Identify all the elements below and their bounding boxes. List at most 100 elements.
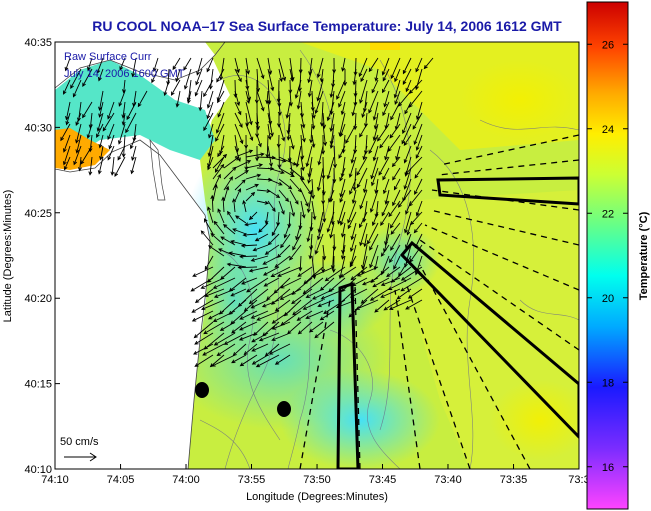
current-vector [274,255,291,268]
current-vector [362,145,368,161]
current-vector [405,299,423,310]
current-vector [86,123,93,139]
current-vector [221,196,226,213]
current-vector [412,112,423,130]
current-vector [175,68,181,83]
scale-arrow [64,452,97,462]
colorbar-tick-label: 26 [602,39,614,51]
current-vector [391,156,401,168]
current-vector [248,266,269,273]
current-vector [339,123,346,138]
current-vector [300,112,306,129]
current-vector [370,156,379,180]
current-vector [202,343,225,356]
current-vector [234,160,252,169]
current-vector [75,134,82,154]
current-vector [289,244,302,261]
current-vector [359,123,368,138]
current-vector [208,123,214,139]
current-vector [234,187,242,202]
current-vector [311,134,316,149]
overlay-line-1: Raw Surface Curr [64,51,152,63]
current-vector [62,145,71,166]
current-vector [394,90,401,106]
sst-field [55,42,579,469]
current-vector [207,134,214,158]
current-vector [393,178,401,191]
current-vector [183,68,192,90]
current-vector [415,145,423,159]
current-vector [326,156,335,180]
current-vector [339,189,346,203]
current-vector [213,288,236,298]
current-vector [314,90,324,115]
current-vector [380,288,401,298]
current-vector [246,277,269,293]
current-vector [382,101,390,117]
current-vector [256,310,280,321]
current-vector [263,277,280,287]
current-vector [416,101,423,121]
current-vector [82,101,93,119]
current-vector [110,156,115,176]
current-vector [328,189,335,203]
current-vector [251,354,269,365]
current-vector [356,156,368,176]
current-vector [359,79,368,104]
current-vector [355,299,379,310]
colorbar-tick-label: 20 [602,293,614,305]
current-vector [339,211,346,226]
current-vector [63,156,71,171]
current-vector [278,189,290,203]
current-vector [414,167,423,179]
current-vector [274,299,291,312]
current-vector [242,199,247,213]
current-vector [239,310,258,320]
current-vector [212,153,228,169]
current-vector [98,101,104,118]
current-vector [190,277,214,292]
current-vector [203,321,225,335]
current-vector [383,299,401,311]
x-tick-label: 73:55 [238,474,266,486]
current-vector [267,156,287,163]
current-vector [73,145,82,166]
current-vector [361,101,368,118]
current-vector [406,222,412,236]
x-tick-label: 73:35 [500,474,528,486]
current-vector [239,254,258,259]
current-vector [223,185,230,202]
current-vector [255,354,280,368]
current-vector [183,57,192,71]
current-vector [329,134,335,150]
current-vector [400,277,423,292]
current-vector [62,79,71,95]
current-vector [350,222,357,241]
current-vector [214,156,225,173]
current-vector [404,101,412,115]
current-vector [191,299,214,313]
current-vector [359,211,368,229]
current-vector [245,57,250,75]
current-vector [332,167,337,184]
current-vector [248,288,269,305]
current-vector [390,222,401,235]
current-vector [276,244,291,259]
current-vector [203,112,214,132]
current-vector [201,299,225,311]
current-vector [264,211,269,225]
current-vector [389,123,401,139]
current-vector [384,145,390,161]
sampling-boxes [336,176,579,469]
current-vector [371,211,379,227]
current-vector [256,200,270,205]
current-vector [319,68,324,83]
current-vector [251,343,269,352]
current-vector [60,123,71,142]
current-vector [289,68,294,82]
current-vector [358,57,368,78]
current-vector [121,134,126,158]
current-vector [62,134,71,153]
current-vector [314,321,335,339]
